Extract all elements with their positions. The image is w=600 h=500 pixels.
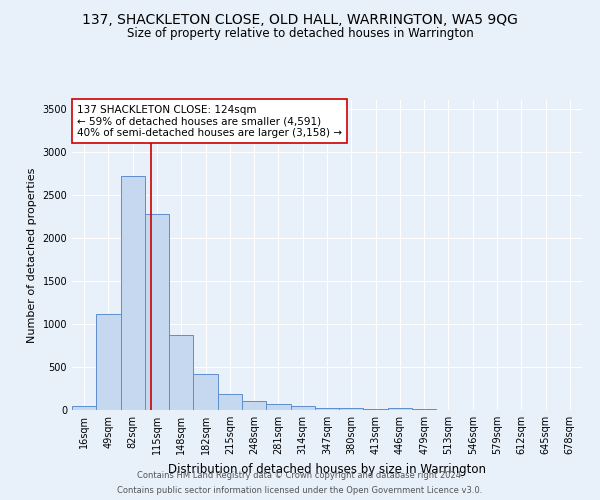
Bar — [96, 314, 121, 410]
Text: Contains public sector information licensed under the Open Government Licence v3: Contains public sector information licen… — [118, 486, 482, 495]
Bar — [364, 408, 388, 410]
Bar — [266, 404, 290, 410]
Text: Size of property relative to detached houses in Warrington: Size of property relative to detached ho… — [127, 28, 473, 40]
Bar — [315, 408, 339, 410]
Bar — [218, 394, 242, 410]
Bar — [72, 406, 96, 410]
Text: 137 SHACKLETON CLOSE: 124sqm
← 59% of detached houses are smaller (4,591)
40% of: 137 SHACKLETON CLOSE: 124sqm ← 59% of de… — [77, 104, 342, 138]
Y-axis label: Number of detached properties: Number of detached properties — [27, 168, 37, 342]
Bar — [290, 406, 315, 410]
Bar — [145, 214, 169, 410]
Bar — [388, 408, 412, 410]
Text: 137, SHACKLETON CLOSE, OLD HALL, WARRINGTON, WA5 9QG: 137, SHACKLETON CLOSE, OLD HALL, WARRING… — [82, 12, 518, 26]
X-axis label: Distribution of detached houses by size in Warrington: Distribution of detached houses by size … — [168, 462, 486, 475]
Bar — [339, 408, 364, 410]
Bar — [121, 176, 145, 410]
Bar — [193, 374, 218, 410]
Bar — [242, 400, 266, 410]
Text: Contains HM Land Registry data © Crown copyright and database right 2024.: Contains HM Land Registry data © Crown c… — [137, 471, 463, 480]
Bar — [169, 335, 193, 410]
